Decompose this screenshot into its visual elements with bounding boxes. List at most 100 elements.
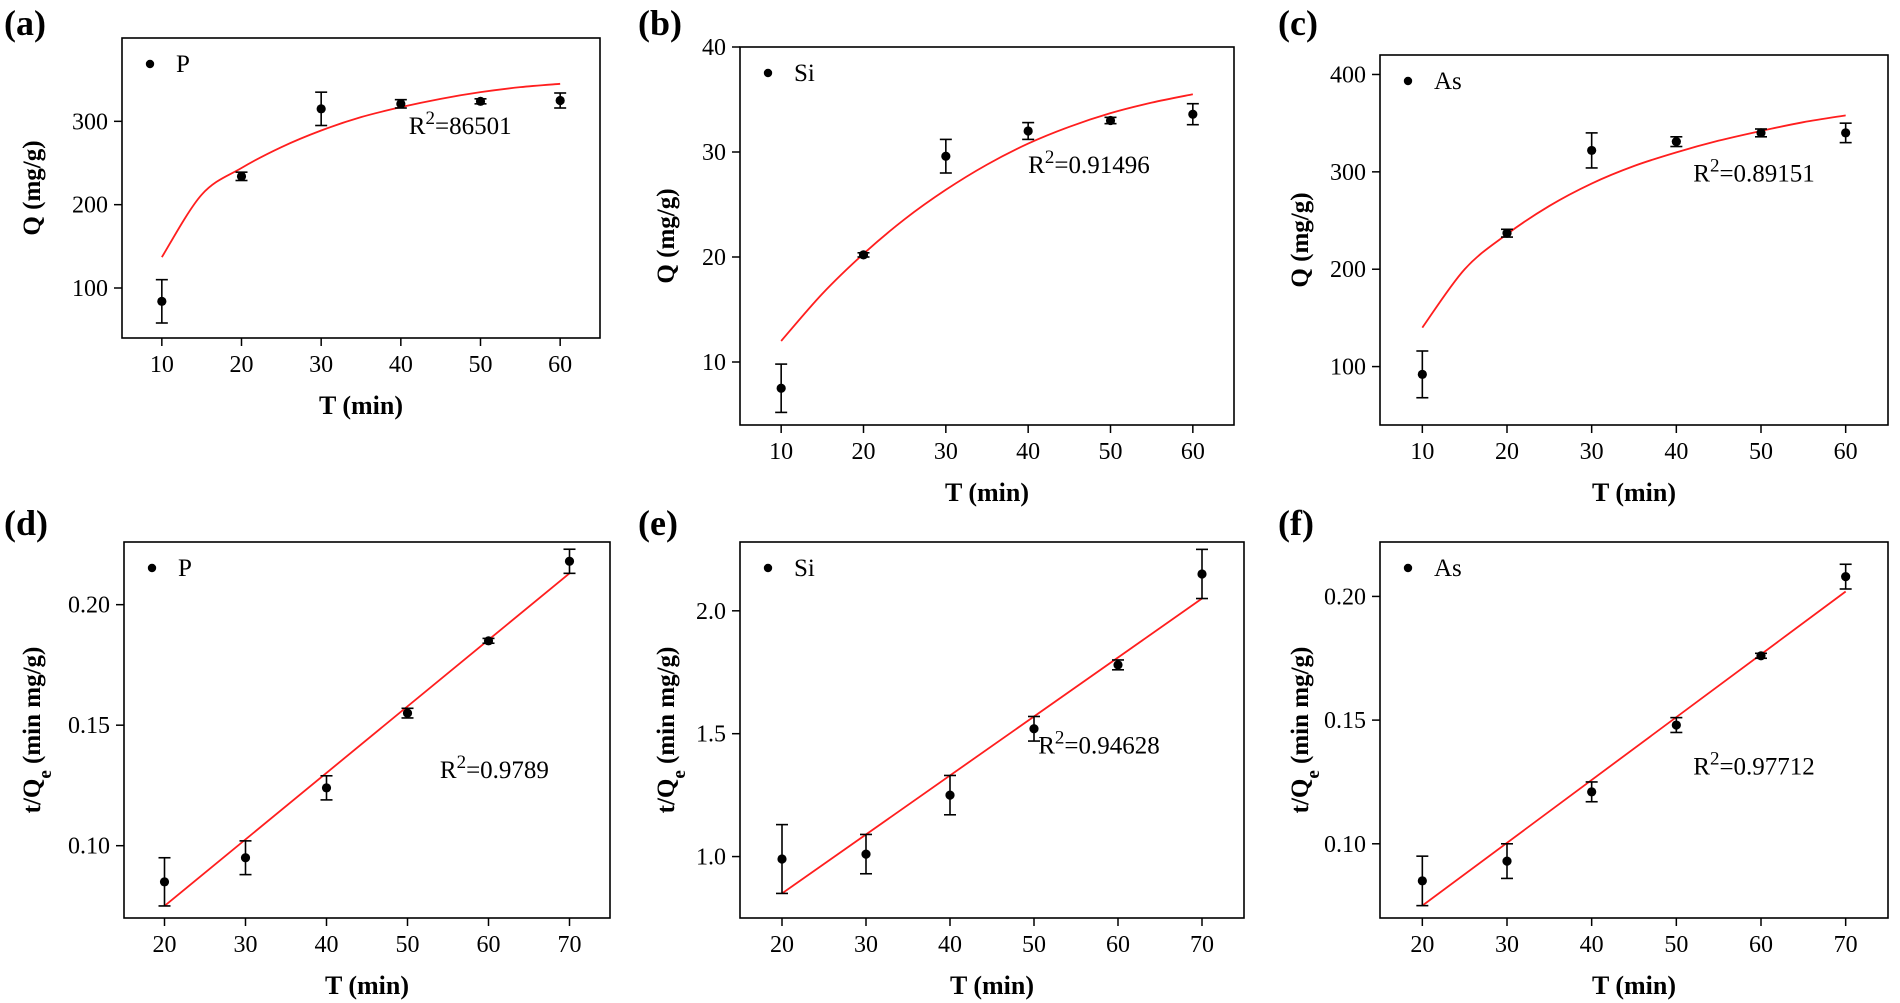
r-squared-prefix: R <box>1038 732 1055 759</box>
data-point <box>316 104 326 114</box>
y-tick-label: 0.15 <box>1324 708 1366 734</box>
y-tick-label: 40 <box>702 35 726 61</box>
r-squared-prefix: R <box>409 113 426 140</box>
y-axis-label-sub: e <box>35 770 56 778</box>
r-squared-annotation: R2=0.9789 <box>440 752 549 785</box>
x-tick-label: 20 <box>852 439 876 465</box>
x-tick-label: 30 <box>934 439 958 465</box>
data-point <box>240 853 251 863</box>
legend-label: P <box>176 51 190 78</box>
data-point <box>157 296 167 306</box>
x-tick-label: 60 <box>1834 439 1858 465</box>
x-tick-label: 10 <box>769 439 793 465</box>
chart-panel-e: (e) 20 30 40 50 60 70 1.0 1.5 2.0 T (min) t/Qe (mi… <box>634 500 1264 1003</box>
x-tick-label: 20 <box>1410 932 1434 958</box>
data-point <box>1756 651 1766 661</box>
r-squared-prefix: R <box>1693 161 1710 188</box>
fit-line <box>1421 114 1846 329</box>
data-point <box>1502 856 1512 866</box>
legend-marker <box>145 59 155 69</box>
data-point <box>1587 787 1597 797</box>
x-tick-label: 70 <box>1190 932 1214 958</box>
data-point <box>555 95 565 106</box>
x-tick-label: 70 <box>558 932 582 958</box>
chart-svg: 20 30 40 50 60 70 0.10 0.15 0.20 T (min) t/Qe (min… <box>1287 541 1889 1000</box>
r-squared-superscript: 2 <box>1710 155 1720 176</box>
x-tick-label: 30 <box>1495 932 1519 958</box>
data-point <box>941 151 951 161</box>
y-axis-label-tail: (min mg/g) <box>19 647 46 771</box>
y-axis-label-main: t/Q <box>19 779 46 814</box>
y-axis-label: t/Qe (min mg/g) <box>1287 647 1324 814</box>
panel-label: (c) <box>1278 3 1318 43</box>
x-axis-label: T (min) <box>319 391 403 420</box>
x-tick-label: 60 <box>1106 932 1130 958</box>
x-tick-label: 50 <box>1022 932 1046 958</box>
x-tick-label: 20 <box>770 932 794 958</box>
plot-frame <box>1379 54 1889 426</box>
data-point <box>1188 109 1198 119</box>
r-squared-value: =86501 <box>435 113 512 140</box>
data-point <box>1029 724 1039 734</box>
x-tick-label: 50 <box>469 352 493 378</box>
data-point <box>483 636 494 646</box>
r-squared-annotation: R2=0.94628 <box>1038 727 1160 760</box>
x-tick-label: 50 <box>1664 932 1688 958</box>
x-tick-label: 40 <box>389 352 413 378</box>
data-point <box>1587 145 1597 156</box>
data-point <box>1671 720 1681 730</box>
legend-label: Si <box>794 555 815 582</box>
chart-panel-c: (c) 10 20 30 40 50 60 100 200 300 400 T (min) Q (mg… <box>1268 0 1900 507</box>
r-squared-value: =0.94628 <box>1064 732 1159 759</box>
data-point <box>858 250 869 260</box>
x-tick-label: 40 <box>938 932 962 958</box>
legend-marker <box>147 563 157 573</box>
y-tick-label: 0.10 <box>68 834 110 860</box>
legend-marker <box>1403 76 1413 86</box>
y-tick-label: 300 <box>72 109 108 135</box>
plot-frame <box>739 541 1245 919</box>
panel-label: (e) <box>638 503 678 543</box>
r-squared-value: =0.91496 <box>1054 152 1149 179</box>
x-tick-label: 60 <box>1749 932 1773 958</box>
y-axis-label: t/Qe (min mg/g) <box>653 647 690 814</box>
r-squared-superscript: 2 <box>457 752 467 773</box>
legend-marker <box>1403 563 1413 573</box>
plot-frame <box>123 541 611 919</box>
r-squared-superscript: 2 <box>1710 748 1720 769</box>
y-tick-label: 1.0 <box>696 845 726 871</box>
y-tick-label: 30 <box>702 140 726 166</box>
r-squared-value: =0.9789 <box>466 757 549 784</box>
y-tick-label: 1.5 <box>696 722 726 748</box>
chart-svg: 20 30 40 50 60 70 1.0 1.5 2.0 T (min) t/Qe (min mg… <box>653 541 1245 1000</box>
data-point <box>1756 128 1766 138</box>
legend-marker <box>763 563 773 573</box>
y-tick-label: 400 <box>1330 62 1366 88</box>
y-axis-label: Q (mg/g) <box>1287 192 1314 287</box>
data-point <box>1023 126 1033 136</box>
panel-label: (b) <box>638 3 682 43</box>
x-tick-label: 20 <box>230 352 254 378</box>
r-squared-prefix: R <box>1028 152 1045 179</box>
y-tick-label: 0.15 <box>68 713 110 739</box>
x-tick-label: 30 <box>1580 439 1604 465</box>
x-tick-label: 50 <box>396 932 420 958</box>
y-tick-label: 0.10 <box>1324 832 1366 858</box>
y-axis-label-tail: (min mg/g) <box>653 647 680 771</box>
x-axis-label: T (min) <box>945 478 1029 507</box>
r-squared-value: =0.89151 <box>1719 161 1814 188</box>
chart-svg: 10 20 30 40 50 60 10 20 30 40 T (min) Q (mg/g) Si R2=… <box>653 35 1235 507</box>
y-axis-label-main: t/Q <box>653 779 680 814</box>
y-axis-label-sub: e <box>669 770 690 778</box>
x-tick-label: 40 <box>1664 439 1688 465</box>
data-point <box>777 854 787 864</box>
data-point <box>564 556 575 566</box>
y-tick-label: 0.20 <box>68 593 110 619</box>
data-point <box>321 783 332 793</box>
r-squared-prefix: R <box>440 757 457 784</box>
y-tick-label: 0.20 <box>1324 584 1366 610</box>
fit-line <box>780 93 1194 342</box>
data-point <box>159 877 170 887</box>
data-point <box>1671 137 1681 147</box>
y-axis-label: Q (mg/g) <box>19 140 46 235</box>
